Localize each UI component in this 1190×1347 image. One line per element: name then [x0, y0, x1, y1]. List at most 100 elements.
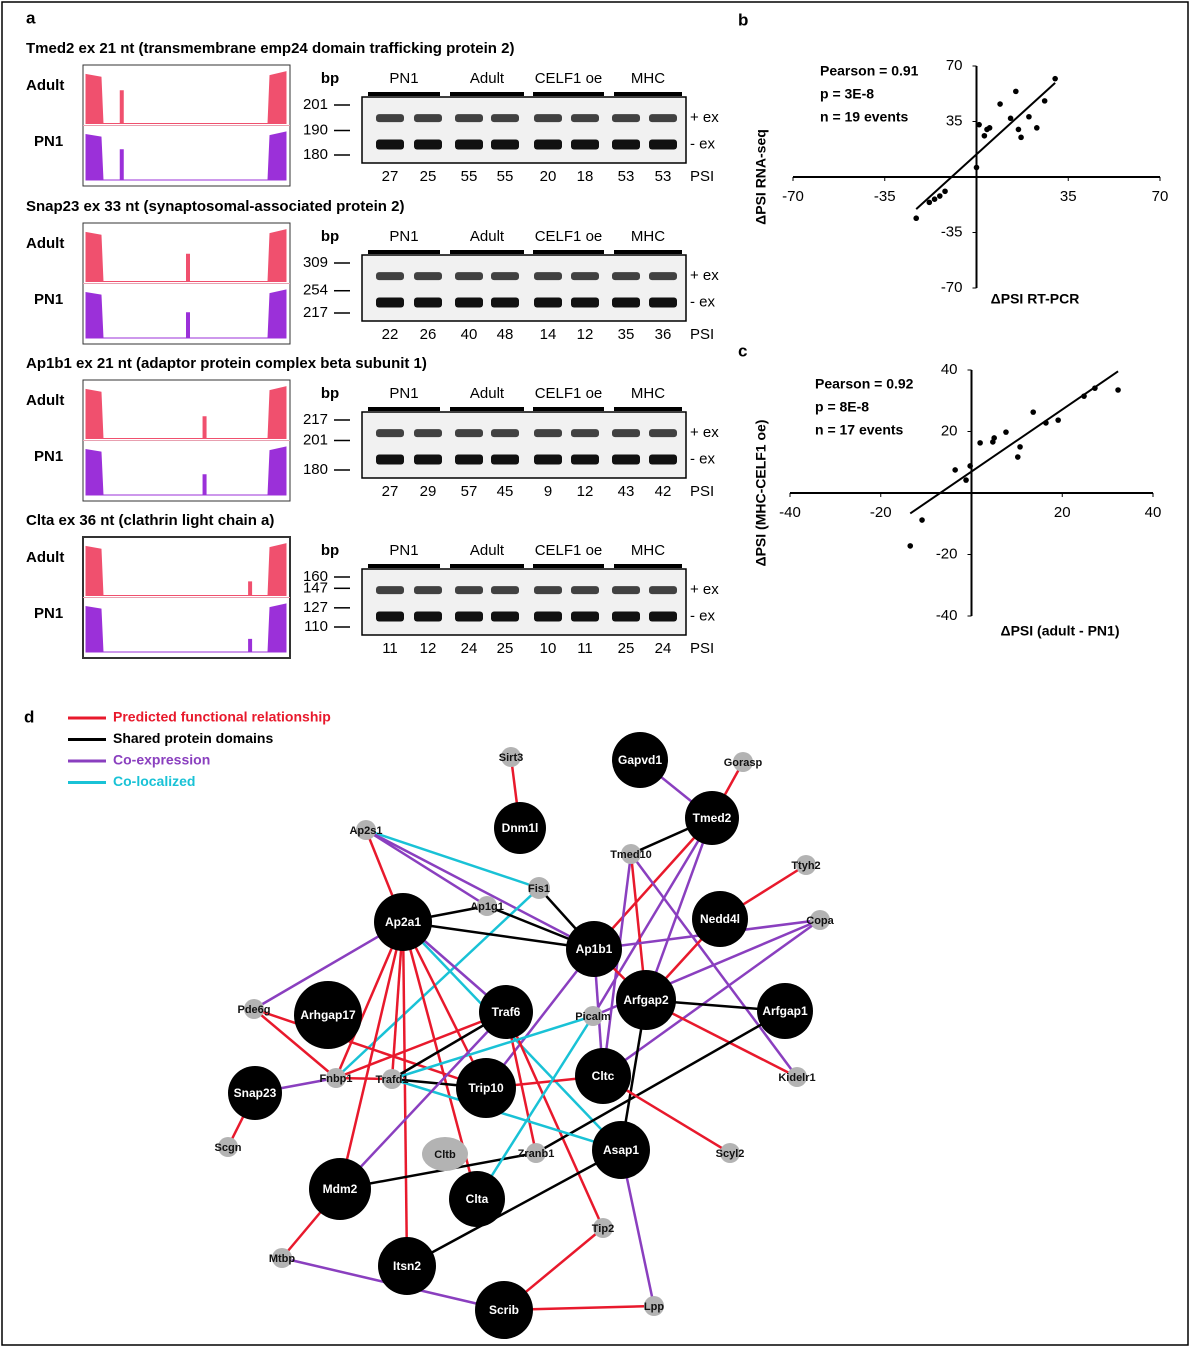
band [571, 272, 599, 280]
point [932, 196, 938, 202]
band [491, 586, 519, 594]
band [534, 140, 562, 150]
point [1018, 135, 1024, 141]
psi-value: 53 [655, 168, 672, 185]
band [414, 114, 442, 122]
node-label: Kidelr1 [778, 1072, 815, 1084]
node-label: Fnbp1 [320, 1073, 353, 1085]
band [571, 586, 599, 594]
bp-size: 110 [304, 618, 328, 635]
psi-value: 24 [461, 640, 478, 657]
psi-value: 12 [577, 326, 594, 343]
node-label: Trip10 [468, 1081, 504, 1095]
y-tick-label: -20 [936, 545, 958, 562]
trend-line [916, 83, 1055, 209]
point [1043, 420, 1049, 426]
psi-value: 14 [540, 326, 557, 343]
track-label: PN1 [34, 448, 63, 465]
y-tick-label: 40 [941, 361, 958, 378]
y-tick-label: 20 [941, 422, 958, 439]
node-label: Zranb1 [518, 1148, 555, 1160]
psi-value: 48 [497, 326, 514, 343]
bp-label: bp [321, 385, 339, 402]
band [649, 140, 677, 150]
point [963, 477, 969, 483]
bp-size: 201 [303, 431, 328, 448]
point [942, 188, 948, 194]
band [612, 429, 640, 437]
node-label: Ap2a1 [385, 915, 421, 929]
point [1042, 98, 1048, 104]
track-label: Adult [26, 235, 64, 252]
y-axis-title: ΔPSI (MHC-CELF1 oe) [753, 420, 769, 567]
node-label: Fis1 [528, 883, 550, 895]
bp-size: 217 [303, 304, 328, 321]
band [649, 114, 677, 122]
psi-value: 35 [618, 326, 635, 343]
psi-label: PSI [690, 168, 714, 185]
group-label: Adult [470, 70, 505, 87]
x-axis-title: ΔPSI RT-PCR [991, 291, 1080, 307]
band [376, 612, 404, 622]
group-label: MHC [631, 70, 665, 87]
edge [403, 922, 407, 1266]
band [491, 114, 519, 122]
band [491, 298, 519, 308]
annotation: n = 19 events [820, 109, 909, 125]
node-label: Tip2 [592, 1223, 614, 1235]
node-label: Scgn [215, 1142, 242, 1154]
psi-value: 25 [618, 640, 635, 657]
panel-label: a [26, 8, 36, 27]
band [649, 612, 677, 622]
x-tick-label: -35 [874, 188, 896, 205]
band [612, 455, 640, 465]
node-label: Arhgap17 [300, 1008, 356, 1022]
track-label: Adult [26, 549, 64, 566]
point [967, 463, 973, 469]
track-label: PN1 [34, 291, 63, 308]
node-label: Traf6 [492, 1005, 521, 1019]
psi-value: 55 [497, 168, 514, 185]
band-label: + ex [690, 424, 719, 441]
band [376, 114, 404, 122]
band [491, 272, 519, 280]
node-label: Tmed2 [693, 811, 732, 825]
band-label: + ex [690, 581, 719, 598]
group-label: Adult [470, 542, 505, 559]
legend-label: Predicted functional relationship [113, 709, 331, 725]
bp-size: 180 [303, 461, 328, 478]
point [1017, 444, 1023, 450]
band [376, 586, 404, 594]
track-label: Adult [26, 77, 64, 94]
band [534, 612, 562, 622]
node-label: Dnm1l [502, 821, 539, 835]
x-tick-label: -40 [779, 504, 801, 521]
bp-size: 127 [303, 599, 328, 616]
band [414, 140, 442, 150]
bp-size: 217 [303, 411, 328, 428]
psi-value: 9 [544, 483, 552, 500]
node-label: Gorasp [724, 757, 763, 769]
point [1008, 116, 1014, 122]
group-label: PN1 [389, 385, 418, 402]
band [455, 455, 483, 465]
psi-value: 53 [618, 168, 635, 185]
band [612, 272, 640, 280]
band-label: - ex [690, 293, 716, 310]
x-tick-label: 70 [1152, 188, 1169, 205]
y-tick-label: 70 [946, 57, 963, 74]
psi-label: PSI [690, 326, 714, 343]
legend-label: Shared protein domains [113, 730, 273, 746]
legend-label: Co-expression [113, 752, 210, 768]
bp-label: bp [321, 542, 339, 559]
annotation: Pearson = 0.91 [820, 63, 919, 79]
track-label: PN1 [34, 605, 63, 622]
point [937, 193, 943, 199]
psi-value: 24 [655, 640, 672, 657]
group-label: MHC [631, 385, 665, 402]
annotation: p = 8E-8 [815, 399, 869, 415]
band [571, 114, 599, 122]
psi-value: 12 [420, 640, 437, 657]
node-label: Picalm [575, 1011, 611, 1023]
node-label: Arfgap1 [762, 1004, 808, 1018]
